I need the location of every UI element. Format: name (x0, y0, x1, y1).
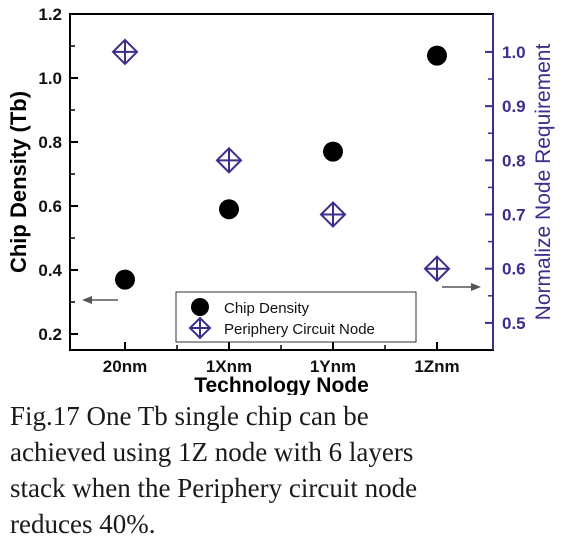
legend-chip-density-marker (191, 298, 209, 316)
right-tick-label: 0.5 (502, 314, 526, 333)
left-tick-label: 0.8 (38, 133, 62, 152)
left-tick-label: 0.2 (38, 325, 62, 344)
legend-box (175, 291, 417, 343)
right-axis-title: Normalize Node Requirement (532, 44, 555, 321)
x-tick-label: 1Znm (414, 357, 459, 376)
periphery-node-point (215, 146, 243, 174)
periphery-node-point (111, 38, 139, 66)
right-tick-label: 0.8 (502, 151, 526, 170)
left-tick-label: 1.2 (38, 5, 62, 24)
chip-density-point (427, 45, 447, 66)
x-tick-label: 20nm (103, 357, 147, 376)
right-arrow-head (471, 283, 481, 291)
caption-line-4: reduces 40%. (10, 509, 156, 539)
legend-periphery-label: Periphery Circuit Node (224, 321, 375, 338)
x-tick-label: 1Xnm (206, 357, 252, 376)
scatter-chart: 0.2 0.4 0.6 0.8 1.0 1.2 0.5 0.6 0.7 0.8 0.9 1.0 20nm… (6, 5, 555, 397)
right-tick-label: 0.6 (502, 260, 526, 279)
right-tick-label: 0.7 (502, 206, 526, 225)
right-tick-label: 1.0 (502, 43, 526, 62)
caption-line-1: Fig.17 One Tb single chip can be (10, 401, 369, 431)
chip-density-point (323, 141, 343, 162)
left-tick-label: 0.6 (38, 197, 62, 216)
left-arrow-head (82, 296, 92, 304)
right-tick-label: 0.9 (502, 97, 526, 116)
caption-line-3: stack when the Periphery circuit node (10, 473, 418, 503)
figure-caption: Fig.17 One Tb single chip can be achieve… (10, 398, 550, 542)
left-tick-label: 1.0 (38, 69, 62, 88)
chart-figure: 0.2 0.4 0.6 0.8 1.0 1.2 0.5 0.6 0.7 0.8 0.9 1.0 20nm… (6, 5, 555, 397)
legend-chip-density-label: Chip Density (224, 300, 310, 317)
left-tick-label: 0.4 (38, 261, 62, 280)
chip-density-point (115, 269, 135, 290)
periphery-node-point (423, 255, 451, 283)
x-axis-title: Technology Node (194, 374, 369, 395)
chip-density-point (219, 199, 239, 220)
x-tick-label: 1Ynm (310, 357, 356, 376)
left-axis-title: Chip Density (Tb) (6, 91, 31, 273)
caption-line-2: achieved using 1Z node with 6 layers (10, 437, 414, 467)
